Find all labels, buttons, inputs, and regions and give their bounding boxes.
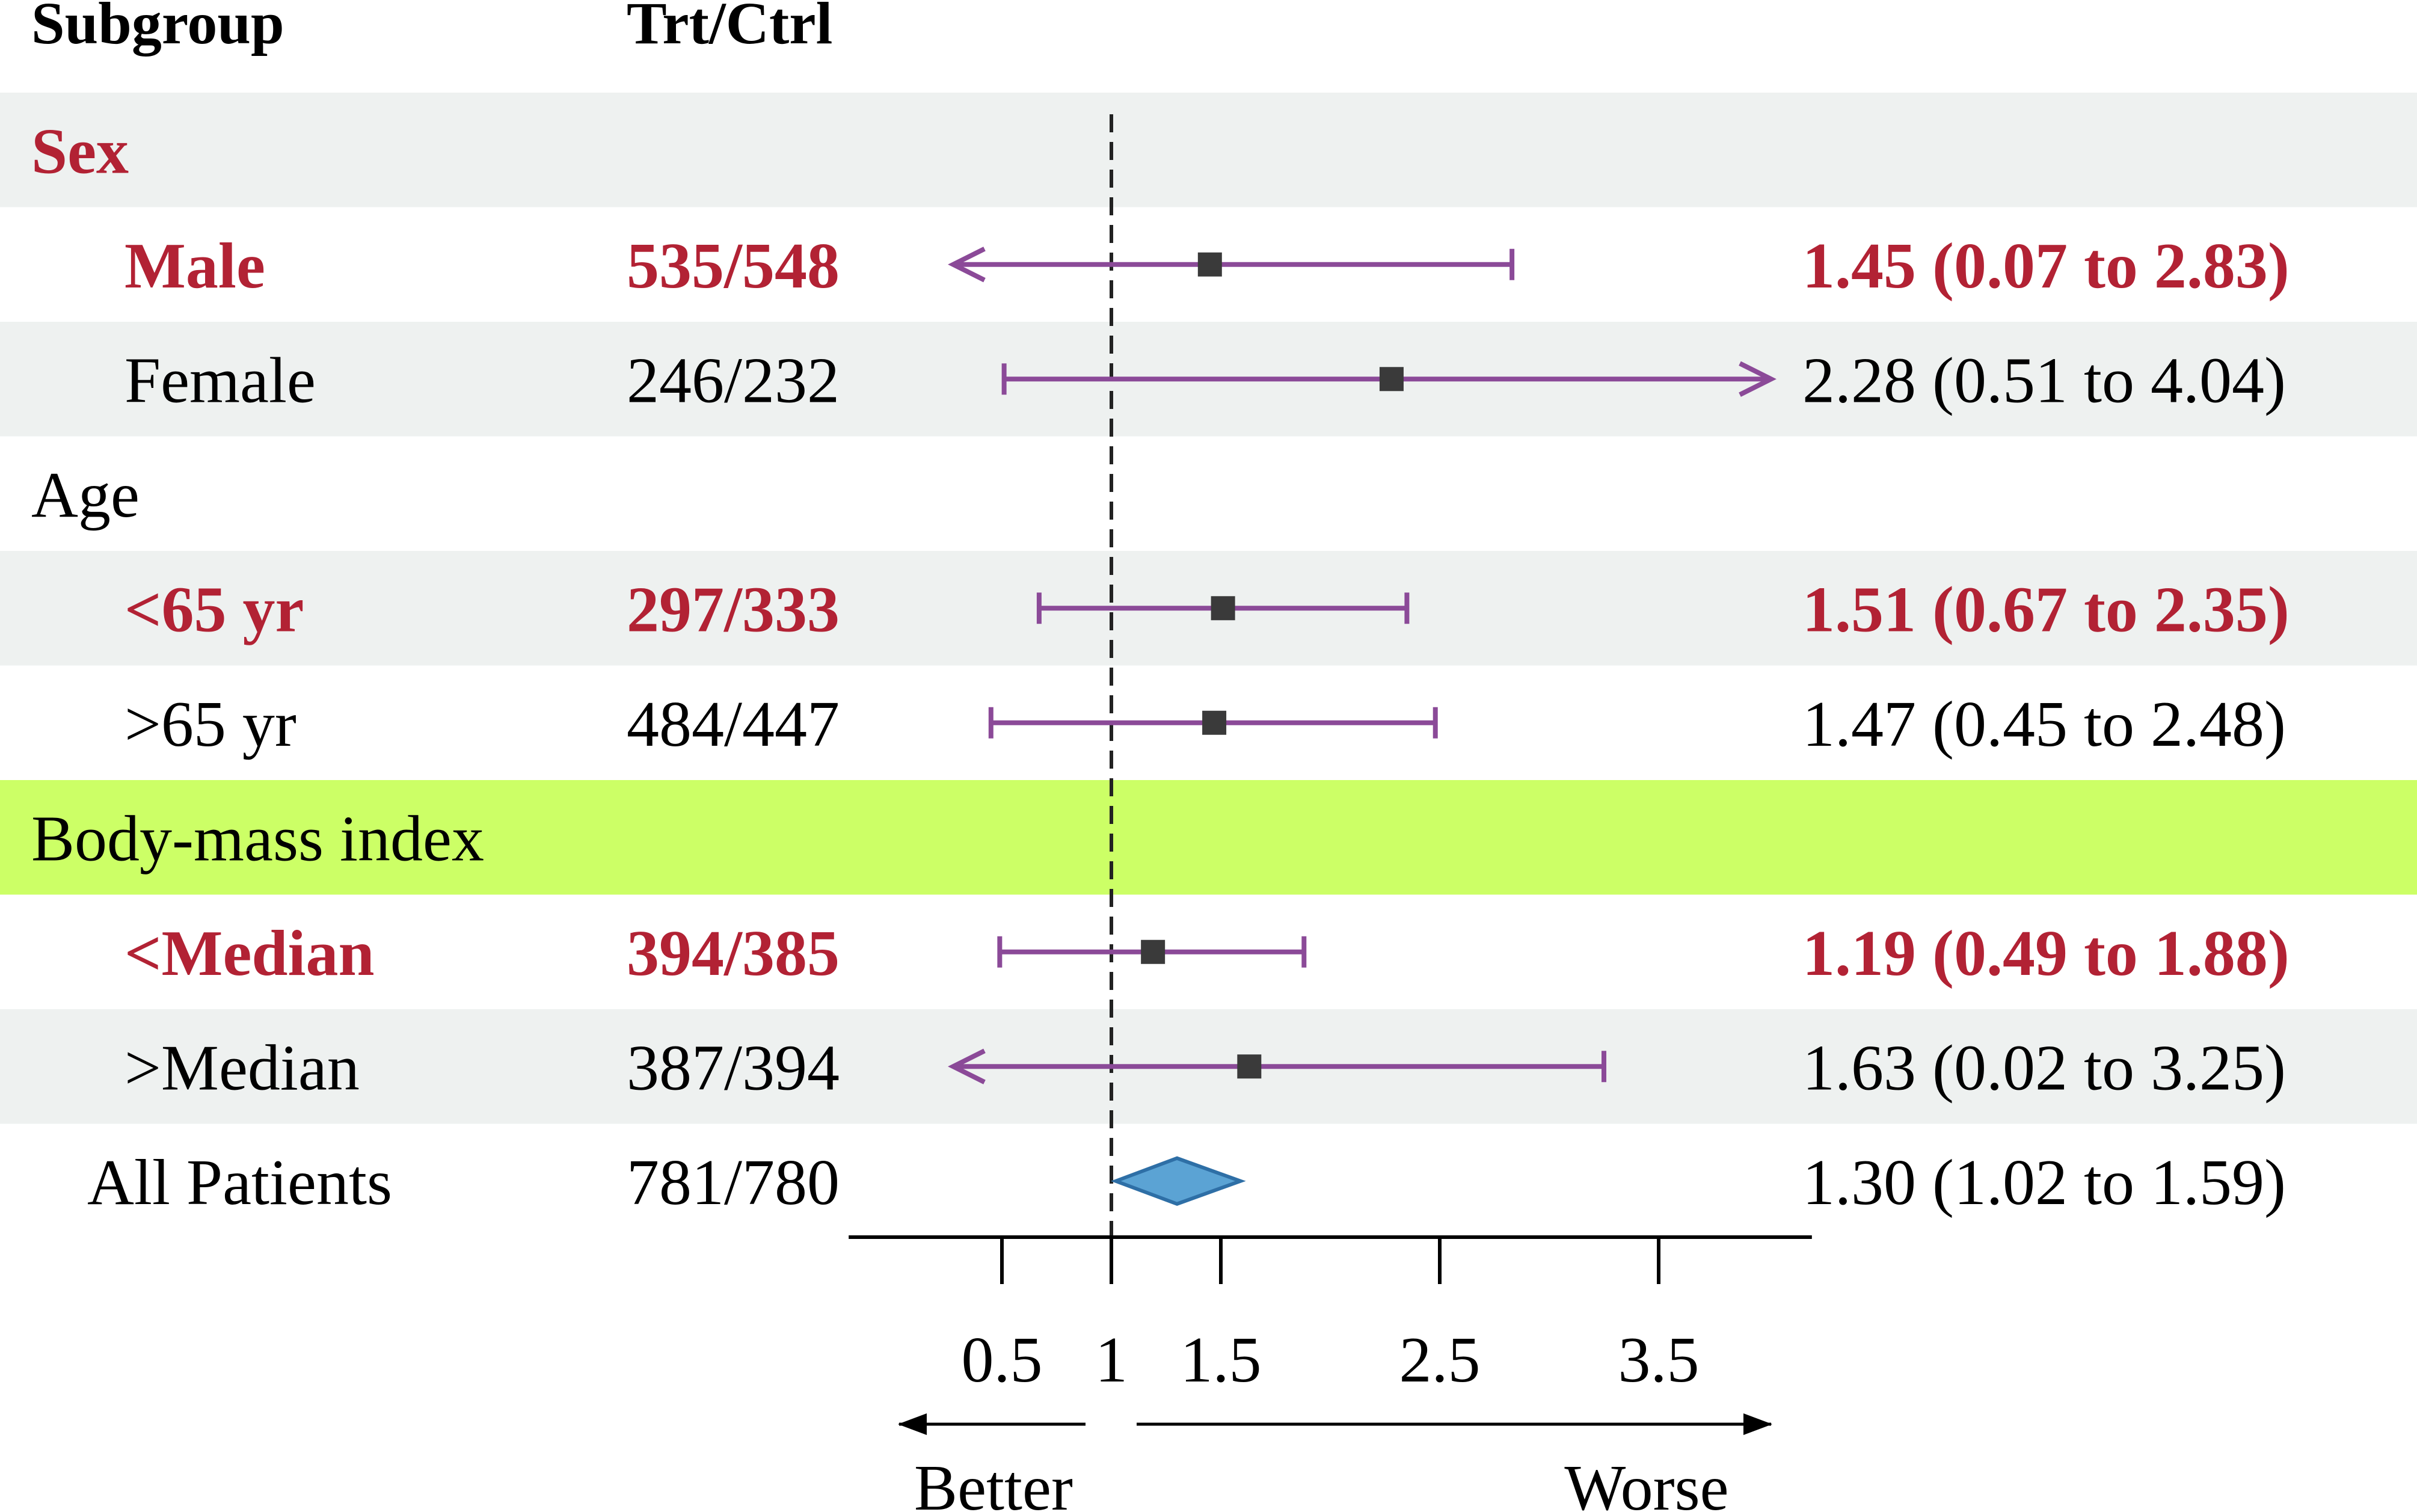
row-ci-text-lt-65-yr: 1.51 (0.67 to 2.35) [1802, 574, 2290, 645]
better-label: Better [914, 1452, 1073, 1512]
point-estimate-lt-median [1141, 939, 1166, 964]
x-axis: 0.5 1 1.5 2.5 3.5 [849, 1235, 1812, 1396]
point-estimates [1110, 252, 1404, 1206]
x-tick-label-2-5: 2.5 [1399, 1324, 1481, 1396]
row-ci-text-gt-65-yr: 1.47 (0.45 to 2.48) [1802, 689, 2286, 760]
row-label-gt-median: >Median [124, 1032, 360, 1104]
row-counts-gt-median: 387/394 [627, 1032, 840, 1104]
row-ci-text-gt-median: 1.63 (0.02 to 3.25) [1802, 1032, 2286, 1104]
row-ci-text-male: 1.45 (0.07 to 2.83) [1802, 230, 2290, 302]
worse-label: Worse [1564, 1452, 1728, 1512]
row-band-age [0, 436, 2417, 552]
row-label-body-mass-index: Body-mass index [31, 803, 484, 874]
row-ci-text-lt-median: 1.19 (0.49 to 1.88) [1802, 918, 2290, 989]
point-estimate-female [1379, 367, 1404, 392]
row-label-all-patients: All Patients [87, 1147, 392, 1219]
x-tick-label-3-5: 3.5 [1618, 1324, 1700, 1396]
row-ci-text-female: 2.28 (0.51 to 4.04) [1802, 345, 2286, 416]
row-counts-lt-65-yr: 297/333 [627, 574, 840, 645]
row-ci-text-all-patients: 1.30 (1.02 to 1.59) [1802, 1147, 2286, 1219]
row-band-sex [0, 93, 2417, 208]
row-band-body-mass-index [0, 780, 2417, 896]
header-counts: Trt/Ctrl [627, 0, 832, 57]
overall-diamond [1110, 1156, 1246, 1206]
row-label-sex: Sex [31, 115, 129, 187]
point-estimate-gt-65-yr [1202, 710, 1227, 735]
point-estimate-male [1197, 252, 1222, 277]
point-estimate-gt-median [1237, 1054, 1262, 1079]
ci-arrow-right-female [1739, 361, 1777, 397]
x-tick-label-0-5: 0.5 [962, 1324, 1043, 1396]
row-counts-all-patients: 781/780 [627, 1147, 840, 1219]
point-estimate-lt-65-yr [1211, 596, 1235, 621]
row-counts-lt-median: 394/385 [627, 918, 840, 989]
row-counts-gt-65-yr: 484/447 [627, 689, 840, 760]
row-label-lt-median: <Median [124, 918, 375, 989]
header-subgroup: Subgroup [31, 0, 284, 57]
row-labels: Sex Male 535/548 1.45 (0.07 to 2.83) Female 2… [31, 115, 2290, 1219]
row-counts-female: 246/232 [627, 345, 840, 416]
x-tick-label-1: 1 [1095, 1324, 1128, 1396]
x-tick-label-1-5: 1.5 [1181, 1324, 1262, 1396]
row-label-gt-65-yr: >65 yr [124, 689, 296, 760]
row-label-age: Age [31, 459, 140, 531]
row-label-lt-65-yr: <65 yr [124, 574, 304, 645]
ci-arrow-left-gt-median [948, 1048, 986, 1084]
ci-arrow-left-male [948, 247, 986, 283]
direction-indicator: Better Worse [898, 1413, 1772, 1512]
row-label-female: Female [124, 345, 316, 416]
row-label-male: Male [124, 230, 265, 302]
row-counts-male: 535/548 [627, 230, 840, 302]
